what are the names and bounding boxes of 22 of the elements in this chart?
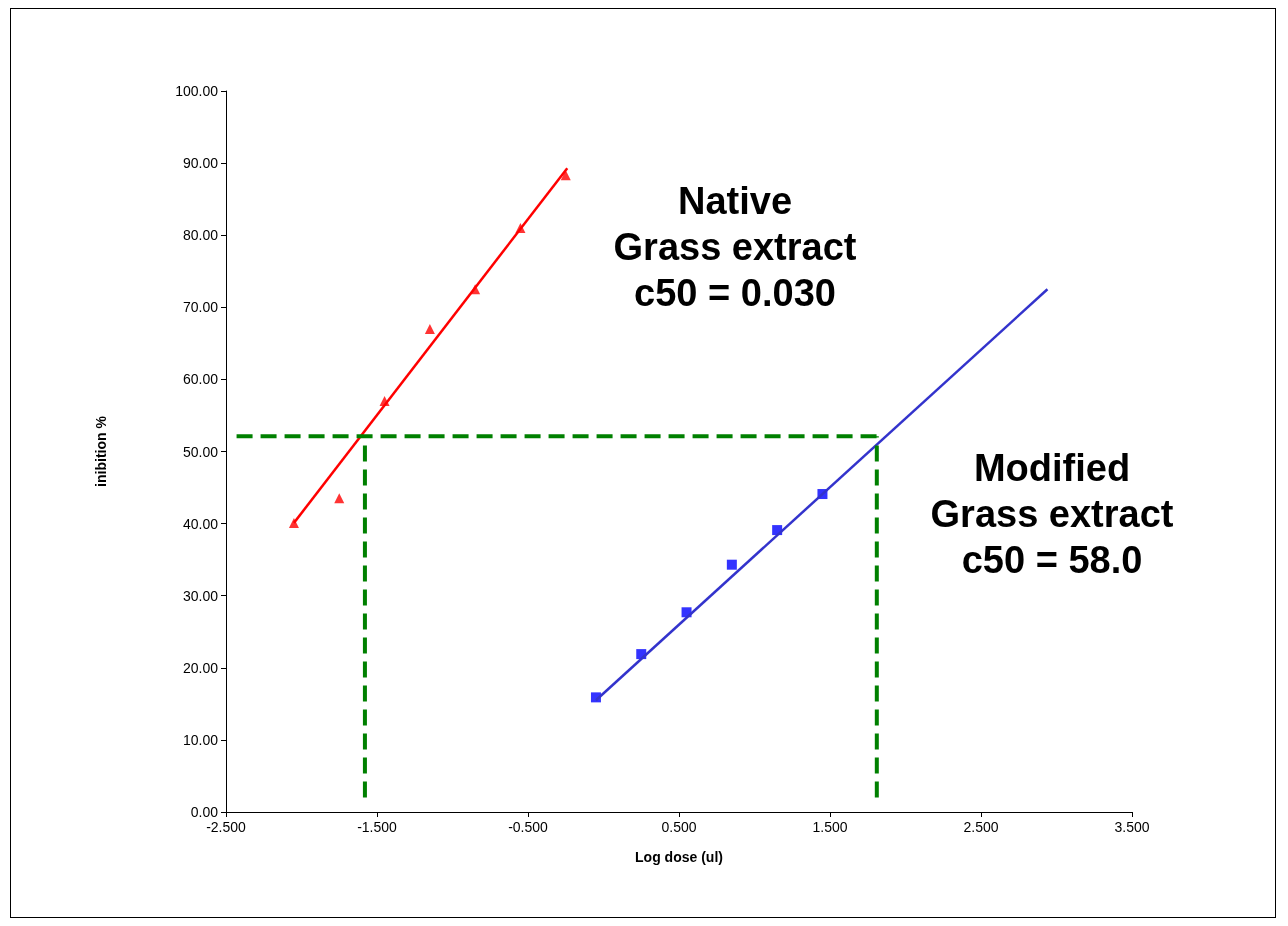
x-tick-label: -0.500 <box>508 819 549 835</box>
x-tick-label: 2.500 <box>963 819 999 835</box>
annotation: Modified Grass extract c50 = 58.0 <box>930 447 1174 581</box>
y-axis-title: inibition % <box>93 415 109 487</box>
y-tick-label: 30.00 <box>182 587 219 604</box>
annotation: Native Grass extract c50 = 0.030 <box>613 180 857 314</box>
y-tick-label: 70.00 <box>182 299 219 316</box>
y-tick-label: 20.00 <box>182 659 219 676</box>
y-tick-label: 100.00 <box>175 83 219 99</box>
x-tick-label: -2.500 <box>206 819 247 835</box>
y-tick-label: 80.00 <box>182 227 219 244</box>
x-tick-label: 1.500 <box>812 819 848 835</box>
y-tick-label: 90.00 <box>182 155 219 172</box>
x-tick-label: 3.500 <box>1114 819 1150 835</box>
x-tick-label: -1.500 <box>357 819 398 835</box>
y-tick-label: 60.00 <box>182 371 219 388</box>
y-tick-label: 0.00 <box>190 804 219 820</box>
x-tick-label: 0.500 <box>661 819 697 835</box>
y-tick-label: 50.00 <box>182 443 219 460</box>
y-tick-label: 10.00 <box>182 731 219 748</box>
x-axis-title: Log dose (ul) <box>635 849 723 865</box>
y-tick-label: 40.00 <box>182 515 219 532</box>
